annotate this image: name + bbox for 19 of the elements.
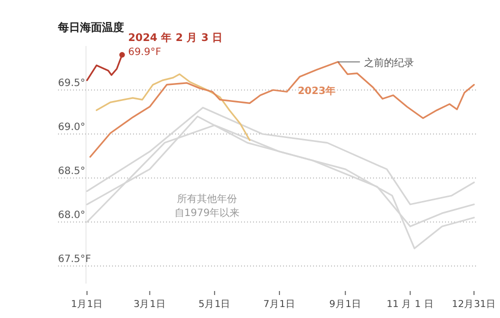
x-tick-label: 9月1日 — [329, 299, 362, 310]
chart-title: 每日海面温度 — [57, 21, 124, 34]
y-tick-label: 68.5° — [58, 166, 86, 177]
annotation: 2024 年 2 月 3 日 — [128, 30, 224, 44]
annotation: 所有其他年份 — [177, 193, 237, 205]
y-tick-label: 67.5°F — [58, 254, 92, 265]
x-tick-label: 12月31日 — [452, 299, 496, 310]
annotation: 69.9°F — [128, 46, 162, 58]
annotation: 自1979年以来 — [174, 207, 240, 219]
y-tick-label: 68.0° — [58, 210, 86, 221]
y-tick-label: 69.5° — [58, 78, 86, 89]
x-tick-label: 7月1日 — [263, 299, 296, 310]
x-tick-label: 1月1日 — [70, 299, 104, 310]
x-tick-label: 5月1日 — [198, 299, 231, 310]
series-label: 2023年 — [298, 84, 336, 97]
x-tick-label: 11 月 1 日 — [386, 299, 434, 310]
y-tick-label: 69.0° — [58, 122, 86, 133]
annotation: 之前的纪录 — [364, 56, 414, 69]
x-tick-label: 3月1日 — [134, 299, 166, 310]
